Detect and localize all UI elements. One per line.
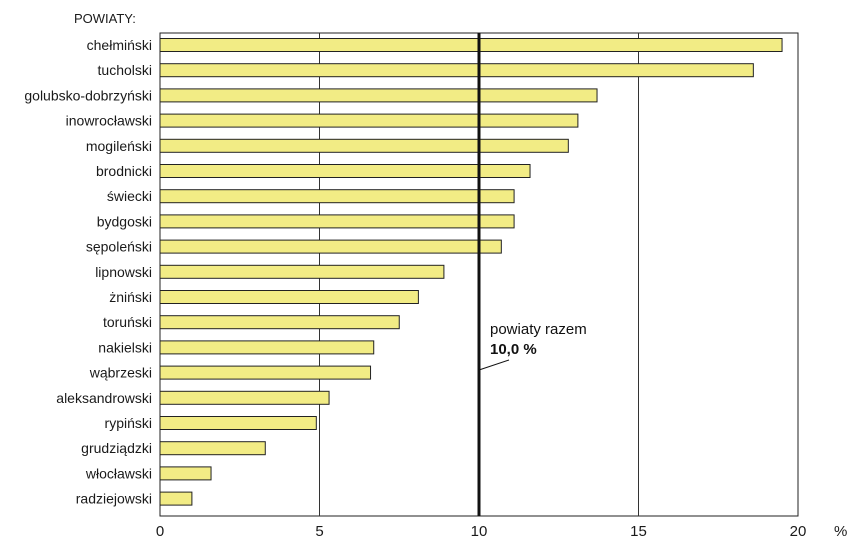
category-labels: chełmiński tucholski golubsko-dobrzyński in… [24, 37, 152, 507]
bar [159, 63, 754, 78]
x-tick-label: 15 [630, 523, 647, 539]
x-tick-label: 5 [315, 523, 323, 539]
category-label: lipnowski [95, 264, 152, 280]
category-label: chełmiński [87, 37, 152, 53]
bar [159, 416, 317, 430]
category-label: wąbrzeski [89, 365, 152, 381]
bar [159, 315, 400, 330]
category-label: brodnicki [96, 163, 152, 179]
bar [159, 441, 266, 456]
bar [159, 390, 330, 405]
x-tick-labels: 0 5 10 15 20 [156, 523, 807, 539]
x-tick-label: 0 [156, 523, 164, 539]
bar [159, 264, 445, 279]
category-label: żniński [109, 289, 152, 305]
bar [159, 466, 212, 481]
bar [159, 290, 419, 304]
bar [159, 164, 531, 178]
reference-leader [478, 359, 510, 371]
category-label: grudziądzki [81, 440, 152, 456]
bar [159, 88, 598, 103]
category-label: golubsko-dobrzyński [24, 87, 152, 103]
bar [159, 365, 372, 380]
category-label: inowrocławski [66, 113, 152, 129]
category-label: sępoleński [86, 239, 152, 255]
x-tick-label: 20 [790, 523, 807, 539]
bar [159, 113, 579, 128]
bar [159, 38, 783, 52]
category-label: radziejowski [76, 491, 152, 507]
category-label: mogileński [86, 138, 152, 154]
category-label: bydgoski [97, 213, 152, 229]
category-label: tucholski [98, 62, 152, 78]
bar [159, 189, 515, 204]
bar [159, 239, 502, 254]
bar [159, 340, 375, 355]
category-label: aleksandrowski [56, 390, 152, 406]
category-heading: POWIATY: [74, 11, 136, 26]
category-label: nakielski [98, 339, 152, 355]
bar [159, 491, 193, 506]
bars [159, 38, 783, 506]
category-label: włocławski [85, 465, 152, 481]
category-label: toruński [103, 314, 152, 330]
category-label: świecki [107, 188, 152, 204]
category-label: rypiński [105, 415, 152, 431]
x-unit-label: % [834, 523, 847, 539]
bar [159, 138, 569, 153]
reference-label: powiaty razem [490, 321, 587, 338]
x-tick-label: 10 [471, 523, 488, 539]
reference-value-label: 10,0 % [490, 341, 537, 358]
bar [159, 214, 515, 229]
